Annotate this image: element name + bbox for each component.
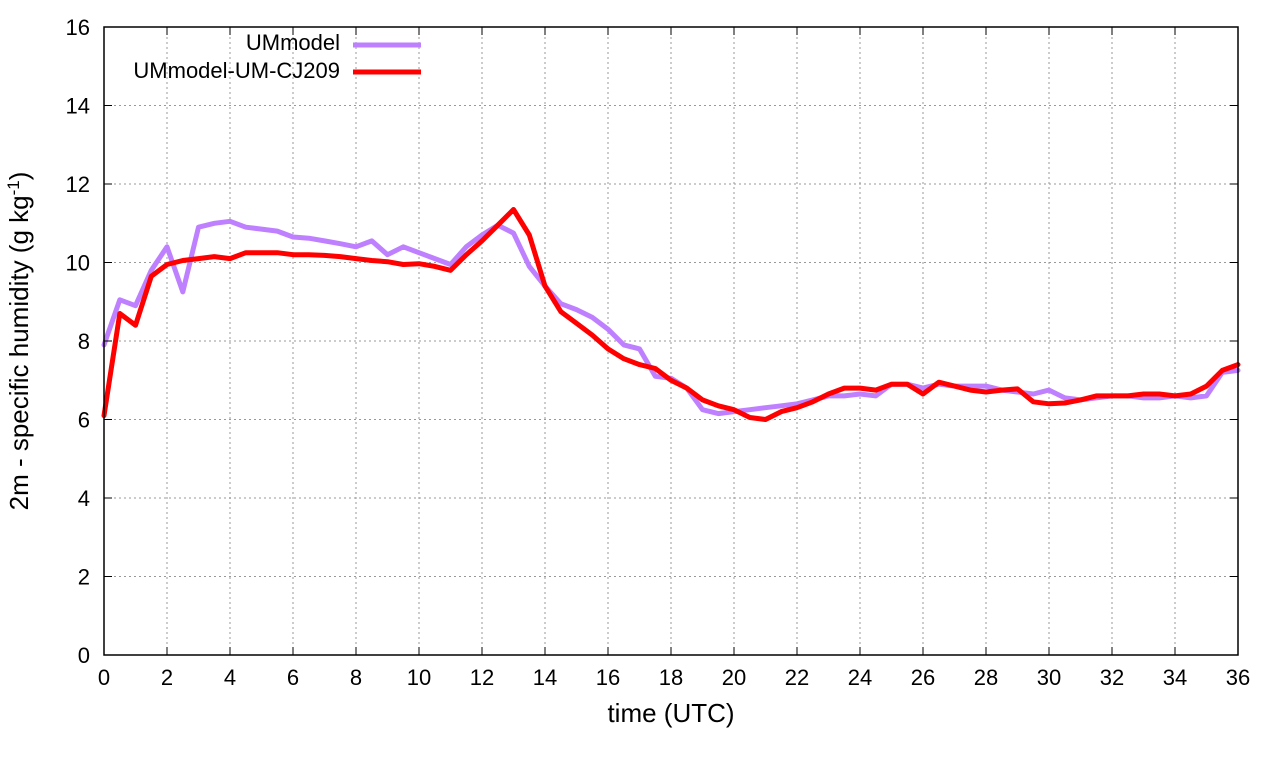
x-tick-label: 34: [1163, 665, 1187, 690]
x-tick-label: 30: [1037, 665, 1061, 690]
y-tick-label: 2: [78, 565, 90, 590]
y-tick-label: 4: [78, 486, 90, 511]
x-tick-label: 36: [1226, 665, 1250, 690]
x-tick-label: 24: [848, 665, 872, 690]
y-tick-label: 6: [78, 408, 90, 433]
series-lines: [101, 207, 1241, 422]
x-tick-label: 28: [974, 665, 998, 690]
legend-label-ummodel: UMmodel: [246, 30, 340, 55]
legend-label-ummodel-um-cj209: UMmodel-UM-CJ209: [133, 58, 340, 83]
x-tick-label: 4: [224, 665, 236, 690]
y-axis-title-main: 2m - specific humidity (g kg: [4, 195, 34, 510]
x-tick-label: 14: [533, 665, 557, 690]
x-tick-label: 2: [161, 665, 173, 690]
y-tick-label: 12: [66, 172, 90, 197]
series-line-ummodel-um-cj209: [101, 207, 1241, 422]
x-tick-label: 8: [350, 665, 362, 690]
axis-ticks: 0 2 4 6 8 10 12 14 16 18 20 22 24 26 28 30 32 34 360246810…: [66, 15, 1251, 690]
y-axis-title-superscript: -1: [4, 180, 23, 195]
y-axis-title: 2m - specific humidity (g kg-1): [4, 172, 35, 511]
x-tick-label: 12: [470, 665, 494, 690]
y-tick-label: 14: [66, 94, 90, 119]
x-tick-label: 16: [596, 665, 620, 690]
grid: [104, 27, 1238, 655]
y-tick-label: 8: [78, 329, 90, 354]
y-axis-title-close: ): [4, 172, 34, 181]
x-tick-label: 6: [287, 665, 299, 690]
y-tick-label: 10: [66, 251, 90, 276]
x-tick-label: 20: [722, 665, 746, 690]
legend: UMmodel UMmodel-UM-CJ209: [133, 30, 421, 83]
x-tick-label: 22: [785, 665, 809, 690]
x-tick-label: 10: [407, 665, 431, 690]
x-tick-label: 0: [98, 665, 110, 690]
x-tick-label: 26: [911, 665, 935, 690]
y-tick-label: 16: [66, 15, 90, 40]
y-tick-label: 0: [78, 643, 90, 668]
x-tick-label: 18: [659, 665, 683, 690]
x-tick-label: 32: [1100, 665, 1124, 690]
x-axis-title: time (UTC): [607, 698, 734, 728]
